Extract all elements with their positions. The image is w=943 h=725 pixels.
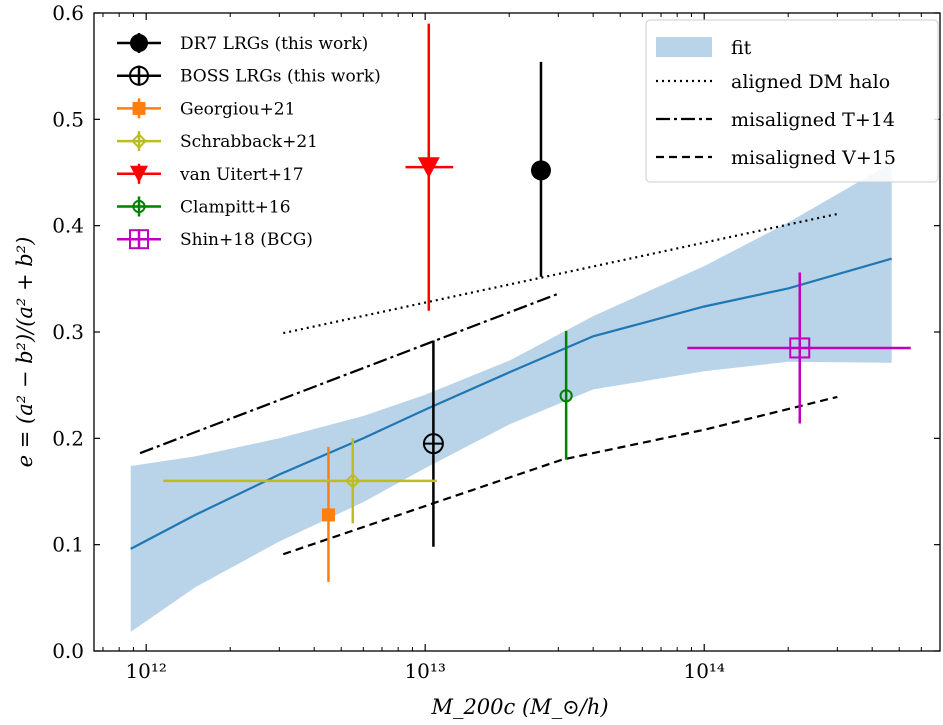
lines-legend: fit aligned DM halo misaligned T+14 misalig… xyxy=(645,19,939,183)
marker-6-cross xyxy=(790,338,810,358)
legend-left-marker-6-cross xyxy=(130,230,148,249)
legend-line-label-1: misaligned T+14 xyxy=(731,109,895,131)
y-tick-label-5: 0.5 xyxy=(52,107,84,131)
legend-fit-label: fit xyxy=(731,37,752,59)
data-point-6 xyxy=(687,272,911,424)
marker-5 xyxy=(559,389,573,403)
legend-line-label-2: misaligned V+15 xyxy=(731,147,896,169)
legend-left-label-2: Georgiou+21 xyxy=(180,99,295,119)
marker-2 xyxy=(321,508,335,522)
y-tick-label-4: 0.4 xyxy=(52,214,84,238)
y-tick-label-3: 0.3 xyxy=(52,320,84,344)
x-tick-label-2: 10¹⁴ xyxy=(683,659,724,683)
marker-1-cross xyxy=(423,434,443,454)
y-axis-label: e = (a² − b²)/(a² + b²) xyxy=(13,237,37,468)
y-tick-label-6: 0.6 xyxy=(52,1,84,25)
x-tick-label-1: 10¹³ xyxy=(404,659,445,683)
legend-left-label-0: DR7 LRGs (this work) xyxy=(180,34,368,54)
legend-left-label-3: Schrabback+21 xyxy=(180,132,318,152)
legend-left-marker-2 xyxy=(132,101,146,115)
legend-left-marker-0 xyxy=(130,34,148,52)
legend-left-marker-4 xyxy=(130,165,148,183)
legend-left-marker-3-cross xyxy=(132,134,146,148)
points-legend: DR7 LRGs (this work) BOSS LRGs (this work… xyxy=(117,33,381,250)
marker-4 xyxy=(417,157,440,179)
x-tick-label-0: 10¹² xyxy=(125,659,166,683)
reference-line-0 xyxy=(283,212,838,335)
legend-left-label-1: BOSS LRGs (this work) xyxy=(180,67,381,87)
plot-area xyxy=(130,23,911,632)
axes: 0.0 0.1 0.2 0.3 0.4 0.5 0.6 10¹² 10¹³ 10¹⁴ xyxy=(52,1,941,683)
fit-line xyxy=(130,257,893,550)
marker-3-cross xyxy=(346,474,360,488)
x-axis-label: M_200c (M_⊙/h) xyxy=(430,695,608,719)
data-point-5 xyxy=(559,330,573,460)
data-point-4 xyxy=(405,23,454,311)
fit-band xyxy=(130,162,892,632)
legend-fit-swatch xyxy=(656,37,712,57)
legend-left-label-5: Clampitt+16 xyxy=(180,198,291,218)
data-point-2 xyxy=(321,446,335,582)
marker-0 xyxy=(530,160,551,181)
legend-right-box xyxy=(645,19,939,183)
legend-left-label-4: van Uitert+17 xyxy=(179,165,304,185)
y-tick-label-2: 0.2 xyxy=(52,426,84,450)
y-tick-label-1: 0.1 xyxy=(52,533,84,557)
data-point-1 xyxy=(422,340,444,547)
legend-line-label-0: aligned DM halo xyxy=(731,71,890,93)
legend-left-label-6: Shin+18 (BCG) xyxy=(180,230,313,250)
data-point-0 xyxy=(530,61,551,277)
marker-3 xyxy=(344,472,361,489)
reference-line-2 xyxy=(282,395,838,556)
y-tick-label-0: 0.0 xyxy=(52,639,84,663)
legend-left-marker-5 xyxy=(132,199,146,214)
data-point-3 xyxy=(163,438,437,524)
legend-left-marker-1-cross xyxy=(130,66,148,85)
